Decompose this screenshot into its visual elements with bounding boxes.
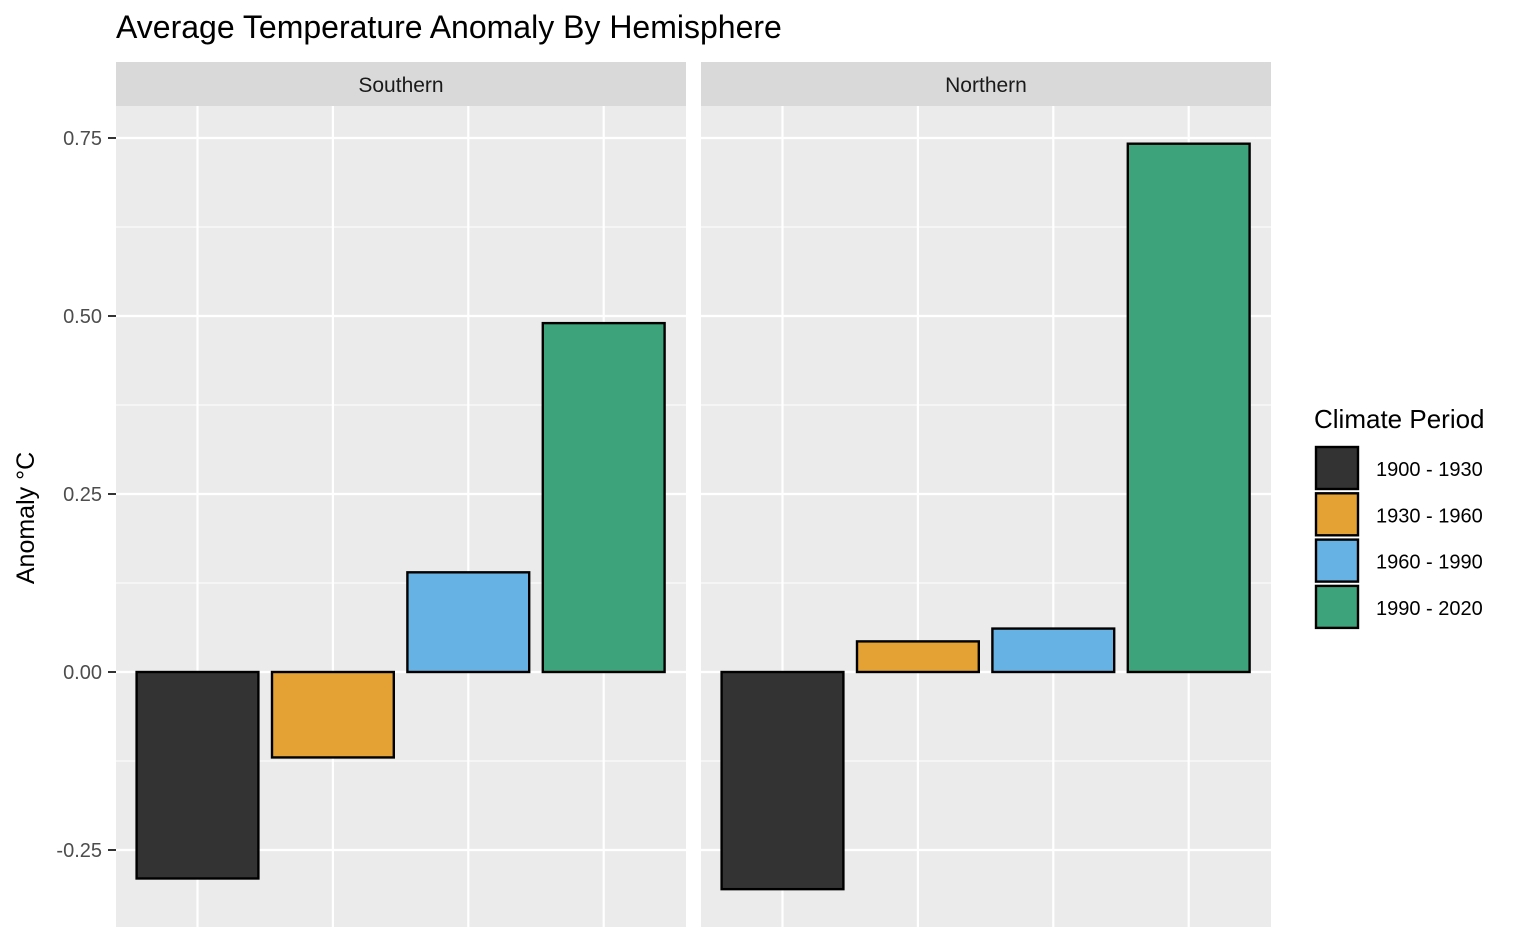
bar-northern-4 bbox=[1126, 142, 1251, 674]
bar-southern-2 bbox=[270, 670, 396, 759]
bar-northern-2 bbox=[855, 640, 981, 674]
bar-northern-3 bbox=[991, 627, 1116, 674]
bar-northern-1 bbox=[720, 670, 845, 891]
y-tick-label: 0.00 bbox=[63, 662, 102, 684]
legend-label: 1930 - 1960 bbox=[1376, 505, 1483, 527]
facet-panels: Southern Northern bbox=[116, 62, 1271, 927]
legend-item: 1960 - 1990 bbox=[1314, 538, 1483, 583]
legend-label: 1990 - 2020 bbox=[1376, 598, 1483, 620]
legend-item: 1930 - 1960 bbox=[1314, 492, 1483, 537]
bar-southern-4 bbox=[541, 321, 666, 674]
y-axis-title: Anomaly °C bbox=[12, 452, 40, 584]
legend-item: 1990 - 2020 bbox=[1314, 584, 1483, 630]
bar-southern-3 bbox=[406, 571, 531, 674]
bar-southern-1 bbox=[135, 670, 260, 880]
y-axis: -0.25 0.00 0.25 0.50 0.75 bbox=[56, 128, 116, 862]
facet-panel-northern: Northern bbox=[701, 62, 1271, 927]
legend: Climate Period 1900 - 1930 1930 - 1960 196… bbox=[1314, 404, 1485, 630]
facet-panel-southern: Southern bbox=[116, 62, 686, 927]
facet-strip bbox=[116, 62, 686, 106]
legend-swatch bbox=[1314, 584, 1360, 630]
y-tick-label: -0.25 bbox=[56, 840, 102, 862]
facet-strip-label: Northern bbox=[945, 74, 1027, 97]
chart-title: Average Temperature Anomaly By Hemispher… bbox=[116, 9, 782, 45]
legend-items: 1900 - 1930 1930 - 1960 1960 - 1990 1990 - … bbox=[1314, 445, 1483, 630]
legend-title: Climate Period bbox=[1314, 404, 1485, 434]
legend-label: 1900 - 1930 bbox=[1376, 459, 1483, 481]
legend-label: 1960 - 1990 bbox=[1376, 552, 1483, 574]
legend-swatch bbox=[1314, 492, 1360, 537]
legend-item: 1900 - 1930 bbox=[1314, 445, 1483, 491]
facet-strip bbox=[701, 62, 1271, 106]
y-tick-label: 0.50 bbox=[63, 306, 102, 328]
legend-swatch bbox=[1314, 538, 1360, 583]
y-tick-label: 0.25 bbox=[63, 484, 102, 506]
facet-strip-label: Southern bbox=[358, 74, 443, 97]
y-tick-label: 0.75 bbox=[63, 128, 102, 150]
legend-swatch bbox=[1314, 445, 1360, 491]
